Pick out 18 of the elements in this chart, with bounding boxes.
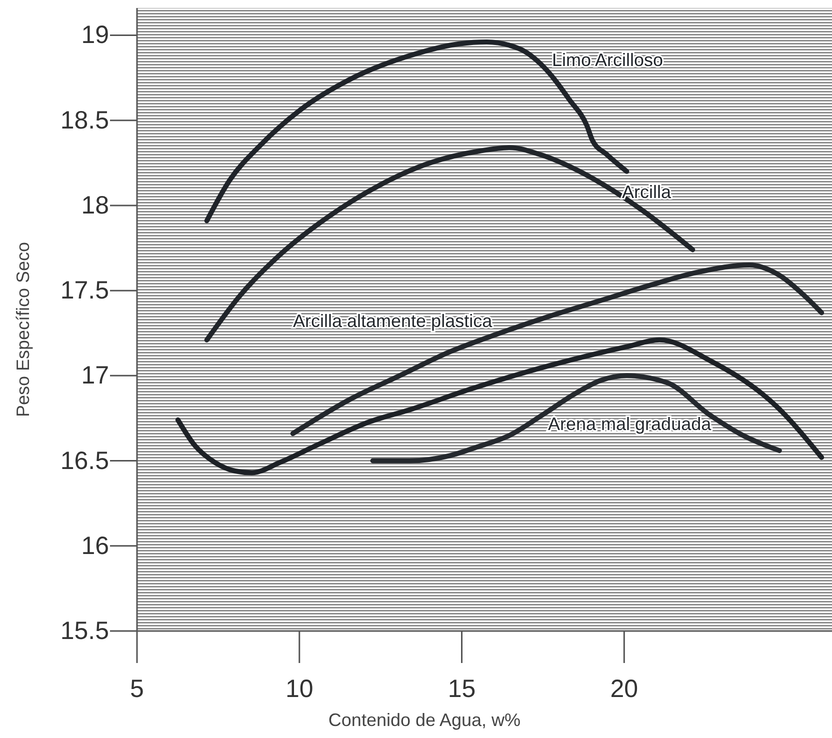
y-tick-label: 18.5 — [60, 106, 109, 134]
x-tick-label: 10 — [285, 675, 314, 703]
y-tick-label: 16.5 — [60, 446, 109, 475]
series-label: Arcilla — [622, 182, 672, 202]
x-tick-label: 5 — [130, 675, 144, 703]
series-label: Limo Arcilloso — [552, 50, 664, 70]
y-axis-title: Peso Específico Seco — [13, 242, 33, 418]
x-axis-title: Contenido de Agua, w% — [328, 710, 521, 730]
x-tick-label: 15 — [448, 675, 476, 703]
y-tick-label: 18 — [81, 191, 109, 220]
y-tick-label: 17 — [81, 362, 109, 390]
series-label: Arena mal graduada — [548, 414, 712, 434]
y-tick-label: 17.5 — [60, 276, 109, 305]
y-tick-label: 15.5 — [60, 617, 109, 645]
y-tick-label: 16 — [81, 532, 109, 560]
y-tick-label: 19 — [81, 21, 109, 50]
series-label: Arcilla altamente plastica — [293, 311, 494, 331]
x-tick-label: 20 — [610, 675, 638, 703]
